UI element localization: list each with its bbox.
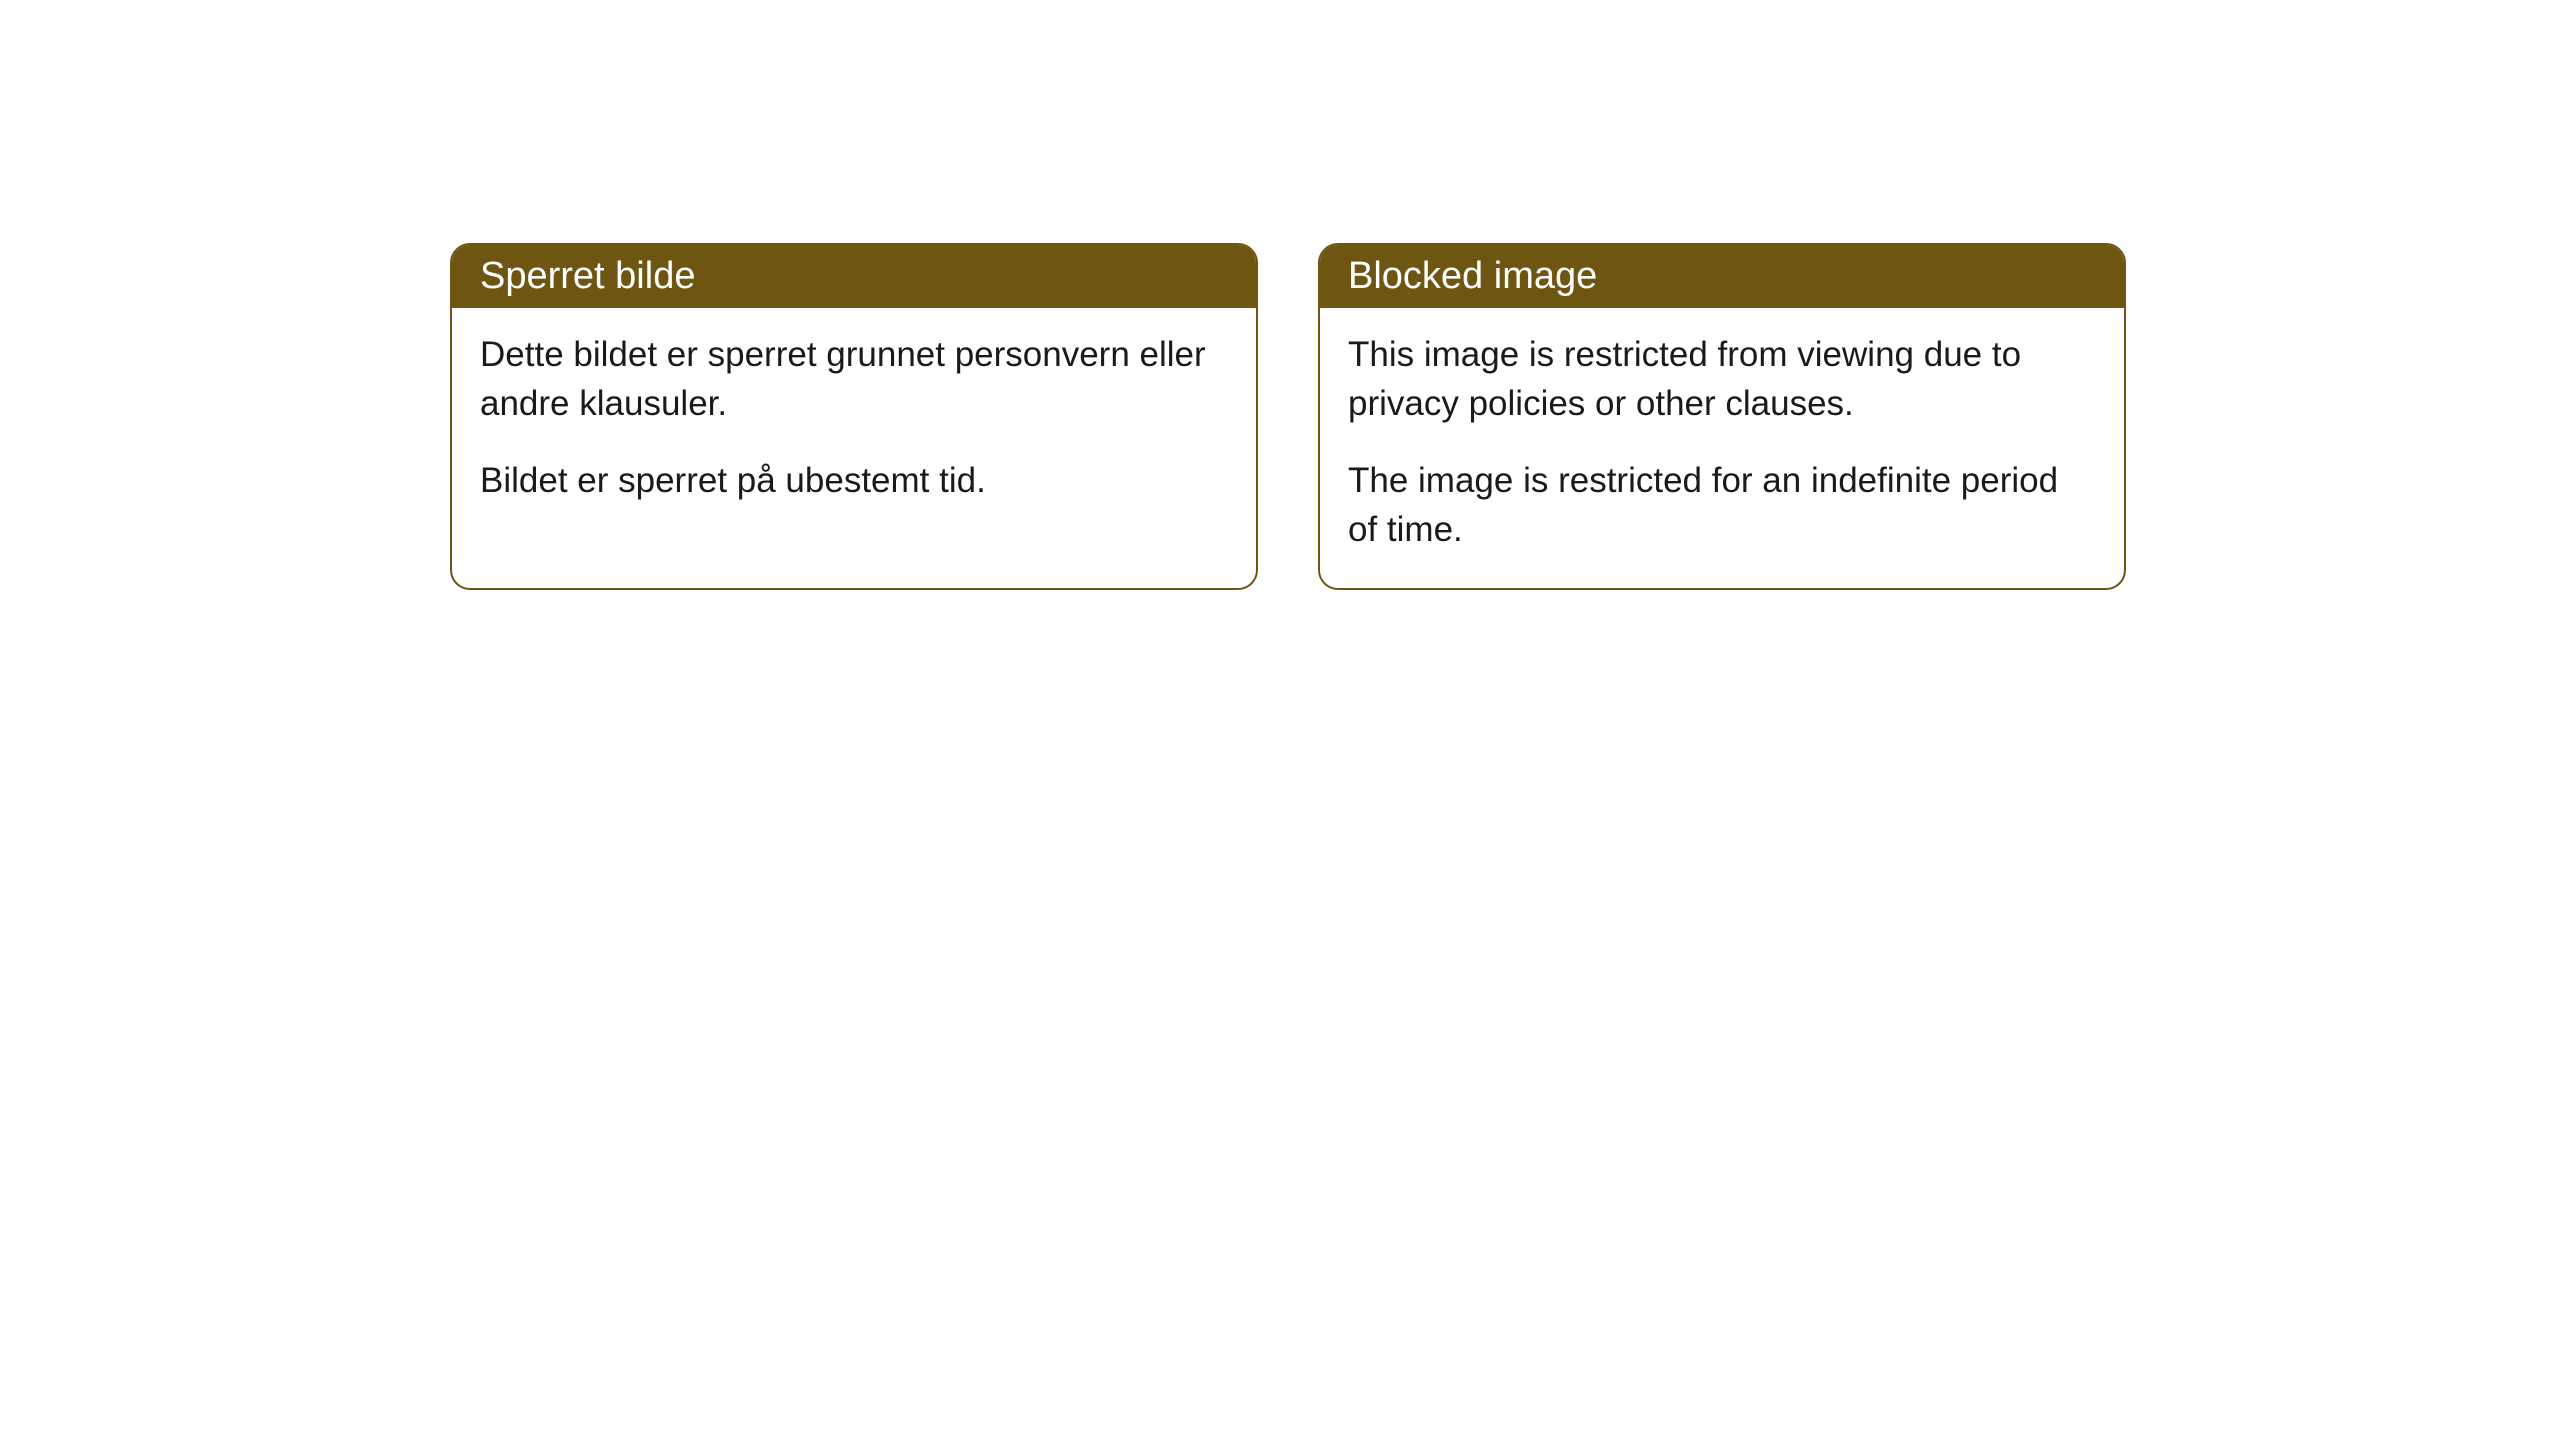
notice-card-english: Blocked image This image is restricted f… [1318, 243, 2126, 590]
card-title: Sperret bilde [480, 255, 695, 297]
card-paragraph: Dette bildet er sperret grunnet personve… [480, 330, 1228, 428]
notice-cards-container: Sperret bilde Dette bildet er sperret gr… [450, 243, 2126, 590]
card-paragraph: The image is restricted for an indefinit… [1348, 456, 2096, 554]
card-body-english: This image is restricted from viewing du… [1320, 308, 2124, 588]
card-header-norwegian: Sperret bilde [452, 245, 1256, 308]
card-header-english: Blocked image [1320, 245, 2124, 308]
card-paragraph: Bildet er sperret på ubestemt tid. [480, 456, 1228, 505]
card-title: Blocked image [1348, 255, 1597, 297]
card-body-norwegian: Dette bildet er sperret grunnet personve… [452, 308, 1256, 539]
notice-card-norwegian: Sperret bilde Dette bildet er sperret gr… [450, 243, 1258, 590]
card-paragraph: This image is restricted from viewing du… [1348, 330, 2096, 428]
